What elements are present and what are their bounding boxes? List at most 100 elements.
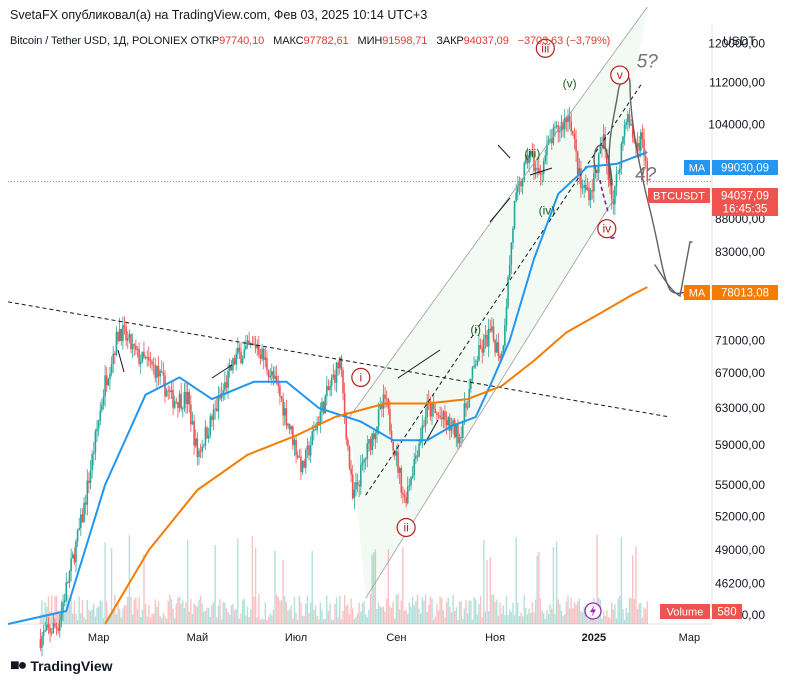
volume-bar: [182, 600, 184, 624]
volume-bar: [279, 600, 281, 624]
candle-body: [251, 343, 254, 344]
currency-label[interactable]: USDT: [723, 34, 756, 48]
volume-bar: [298, 595, 301, 624]
candle-body: [353, 489, 356, 499]
volume-bar: [612, 609, 614, 624]
candle-body: [172, 390, 174, 408]
time-axis[interactable]: Мар Май Июл Сен Ноя 2025 Мар: [88, 632, 700, 644]
volume-bar: [415, 601, 417, 624]
candle-body: [343, 393, 346, 415]
volume-bar: [164, 616, 166, 624]
candle-body: [562, 122, 564, 130]
volume-bar: [261, 618, 263, 624]
volume-bar: [619, 595, 621, 624]
volume-bar: [487, 611, 490, 624]
high-value: 97782,61: [303, 35, 349, 47]
wave-circle: [535, 38, 555, 58]
ma-fast-line: [7, 151, 648, 625]
volume-bar: [284, 596, 286, 624]
volume-bar: [419, 613, 422, 624]
candle-body: [581, 187, 584, 189]
volume-bar: [93, 603, 95, 624]
wave-label: (i): [470, 323, 481, 337]
tradingview-logo[interactable]: ■● TradingView: [10, 657, 113, 675]
candle-body: [243, 349, 246, 359]
volume-bar: [429, 596, 432, 624]
candle-body: [526, 154, 529, 164]
volume-bar: [292, 618, 294, 624]
volume-bar: [536, 555, 538, 624]
volume-bar: [389, 606, 391, 624]
volume-bar: [217, 605, 220, 624]
candle-body: [628, 114, 631, 126]
volume-bar: [625, 608, 627, 624]
volume-bar: [631, 555, 634, 624]
volume-bar: [405, 609, 407, 624]
candle-body: [531, 150, 534, 155]
candle-body: [152, 364, 155, 366]
candle-body: [369, 438, 372, 451]
candle-body: [225, 382, 228, 388]
volume-bar: [512, 602, 514, 624]
candle-body: [554, 126, 556, 128]
lightning-icon[interactable]: [584, 602, 602, 620]
volume-bar: [263, 619, 265, 624]
volume-value: 580: [717, 607, 736, 619]
volume-bar: [568, 608, 571, 624]
candle-body: [71, 554, 74, 559]
candle-body: [52, 623, 55, 634]
price-badge-bg: [712, 188, 778, 216]
candle-body: [198, 450, 200, 458]
volume-bar: [610, 602, 613, 624]
volume-bar: [44, 602, 46, 624]
candle-body: [583, 184, 585, 188]
candle-body: [450, 424, 453, 431]
candle-body: [546, 144, 548, 156]
volume-bar: [555, 541, 558, 624]
candle-body: [279, 386, 281, 396]
volume-bar: [91, 609, 93, 624]
candle-body: [201, 446, 204, 452]
low-label: МИН: [357, 35, 383, 47]
candle-body: [374, 433, 377, 440]
candle-body: [275, 375, 278, 383]
volume-bar: [517, 602, 519, 624]
volume-bar: [386, 598, 388, 624]
candle-body: [123, 325, 126, 328]
volume-bar: [523, 595, 525, 624]
candle-body: [298, 456, 301, 458]
candle-body: [151, 361, 153, 365]
symbol-name[interactable]: Bitcoin / Tether USD, 1Д, POLONIEX: [10, 35, 188, 47]
volume-bar: [125, 605, 127, 624]
candle-body: [101, 404, 103, 411]
candle-body: [135, 345, 137, 350]
volume-bar: [258, 594, 260, 624]
candle-body: [60, 610, 63, 621]
volume-bar: [643, 607, 645, 624]
volume-bar: [256, 617, 258, 624]
volume-bar: [271, 615, 273, 624]
volume-bar: [541, 610, 543, 624]
candle-body: [568, 116, 571, 122]
volume-bar: [387, 549, 390, 624]
volume-bar: [250, 609, 252, 624]
volume-bar: [554, 613, 556, 624]
price-axis[interactable]: 120000,00112000,00104000,0096000,0088000…: [708, 37, 765, 622]
volume-tag-label: Volume: [667, 607, 704, 619]
volume-bar: [431, 598, 433, 624]
volume-bar: [241, 600, 244, 624]
volume-badge-bg: [712, 604, 742, 619]
candle-body: [403, 494, 406, 498]
volume-bar: [481, 617, 483, 624]
time-tick-label: Сен: [386, 632, 406, 644]
ma-slow-badge-bg: [712, 285, 778, 300]
volume-bar: [356, 613, 359, 624]
volume-bar: [381, 607, 383, 624]
candle-body: [138, 349, 140, 364]
volume-bar: [251, 535, 254, 624]
volume-bar: [230, 605, 233, 624]
ma-fast-tag-bg: [684, 160, 710, 175]
volume-bar: [559, 604, 561, 624]
volume-bar: [476, 614, 479, 624]
